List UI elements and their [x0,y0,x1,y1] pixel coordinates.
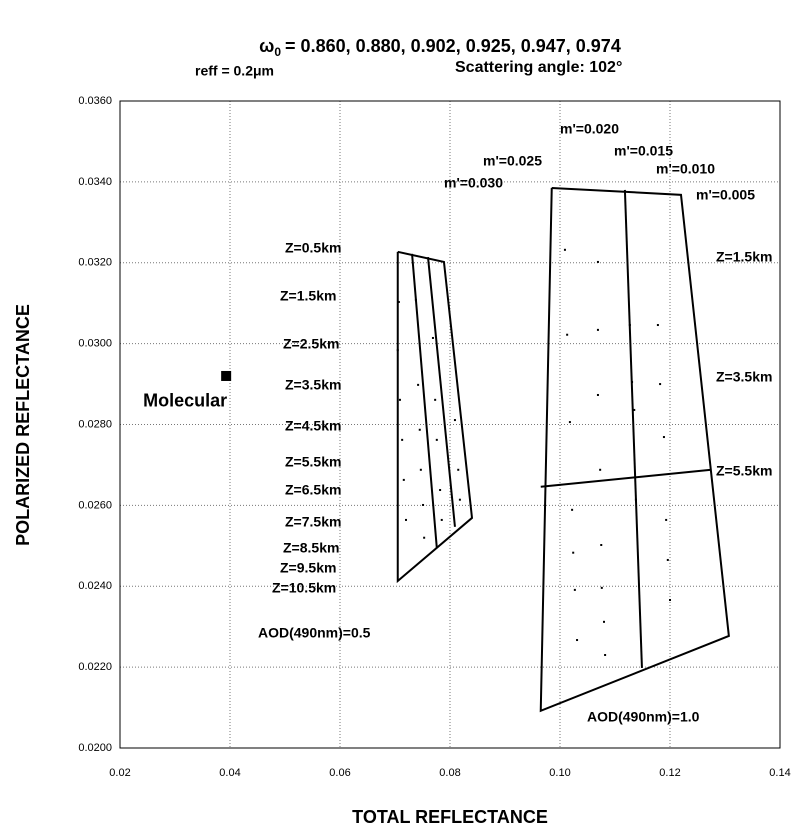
x-tick-label: 0.02 [109,767,130,779]
annotation: m'=0.020 [560,121,619,137]
annotation: Z=7.5km [285,514,341,530]
y-tick-label: 0.0200 [78,742,112,754]
point [453,419,456,422]
x-tick-label: 0.10 [549,767,570,779]
annotation: m'=0.015 [614,143,673,159]
y-tick-label: 0.0320 [78,257,112,269]
annotation: Z=3.5km [716,369,772,385]
annotation: Z=0.5km [285,240,341,256]
y-tick-label: 0.0360 [78,95,112,107]
annotation: AOD(490nm)=0.5 [258,625,371,641]
grid-curve [540,468,712,488]
x-tick-label: 0.04 [219,767,240,779]
annotation: m'=0.005 [696,187,755,203]
point [418,428,421,431]
point [435,438,438,441]
grid-curve [539,186,730,713]
point [566,333,569,336]
point [656,324,659,327]
x-tick-label: 0.12 [659,767,680,779]
annotation: Z=6.5km [285,482,341,498]
x-tick-label: 0.14 [769,767,790,779]
grid-curve [623,189,643,668]
marker [221,370,232,381]
point [440,518,443,521]
point [431,336,434,339]
annotation: Z=5.5km [716,463,772,479]
point [596,328,599,331]
point [401,438,404,441]
point [414,298,417,301]
plot-frame [119,100,781,749]
point [573,588,576,591]
point [423,536,426,539]
chart-title: ω0 = 0.860, 0.880, 0.902, 0.925, 0.947, 0… [259,36,621,59]
point [634,498,637,501]
annotation: Z=1.5km [716,249,772,265]
point [396,349,399,352]
point [563,248,566,251]
point [603,620,605,623]
grid-curve [411,253,438,548]
subtitle: Scattering angle: 102° [455,59,622,76]
marker-label: Molecular [143,391,227,411]
point [600,586,603,589]
point [439,489,442,492]
annotation: Z=3.5km [285,377,341,393]
point [571,508,574,511]
point [659,383,662,386]
point [397,300,400,303]
y-tick-label: 0.0260 [78,499,112,511]
annotation: Z=8.5km [283,540,339,556]
point [405,518,407,521]
point [631,381,634,384]
point [398,398,401,401]
annotation: Z=2.5km [283,336,339,352]
point [596,260,599,263]
y-axis-label: POLARIZED REFLECTANCE [13,304,33,546]
point [665,518,668,521]
point [666,558,669,561]
point [458,498,461,501]
point [576,639,579,642]
point [599,468,602,471]
grid-curve [427,256,456,527]
point [417,383,420,386]
annotation: m'=0.025 [483,153,542,169]
annotation: AOD(490nm)=1.0 [587,709,700,725]
point [434,398,437,401]
point [402,478,405,481]
point [633,408,636,411]
y-tick-label: 0.0240 [78,580,112,592]
point [568,421,571,424]
point [604,653,607,656]
point [600,544,603,547]
point [596,393,599,396]
y-tick-label: 0.0340 [78,176,112,188]
annotation: Z=5.5km [285,454,341,470]
subtitle: reff = 0.2μm [195,63,274,79]
y-tick-label: 0.0300 [78,338,112,350]
y-tick-label: 0.0220 [78,661,112,673]
annotation: Z=9.5km [280,560,336,576]
annotation: Z=4.5km [285,418,341,434]
annotation: Z=10.5km [272,580,336,596]
annotation: Z=1.5km [280,288,336,304]
x-tick-label: 0.06 [329,767,350,779]
x-axis-label: TOTAL REFLECTANCE [352,807,548,827]
point [457,468,460,471]
point [669,598,671,601]
point [422,503,425,506]
point [572,551,575,554]
annotation: m'=0.010 [656,161,715,177]
y-tick-label: 0.0280 [78,418,112,430]
point [419,468,422,471]
annotation: m'=0.030 [444,175,503,191]
x-tick-label: 0.08 [439,767,460,779]
point [628,324,631,327]
point [662,436,665,439]
